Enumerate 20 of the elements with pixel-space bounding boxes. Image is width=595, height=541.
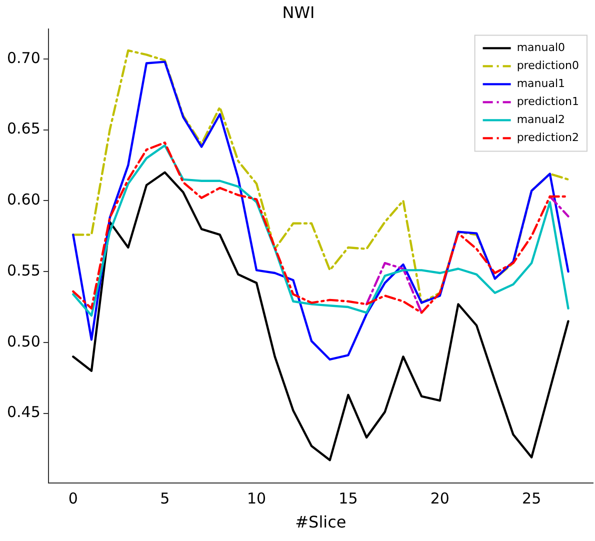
x-tick-label: 25 — [522, 490, 542, 508]
legend-label: manual0 — [516, 41, 566, 54]
y-tick-label: 0.60 — [6, 190, 40, 209]
legend-label: manual1 — [516, 77, 566, 90]
x-tick-label: 0 — [68, 490, 78, 508]
legend-label: prediction2 — [516, 131, 579, 144]
x-tick-label: 10 — [246, 490, 266, 508]
y-tick-label: 0.45 — [6, 403, 40, 422]
legend-label: prediction0 — [516, 59, 579, 72]
y-tick-label: 0.55 — [6, 261, 40, 280]
chart-title: NWI — [282, 2, 315, 22]
legend-label: manual2 — [516, 113, 566, 126]
x-tick-label: 15 — [338, 490, 358, 508]
x-tick-label: 5 — [160, 490, 170, 508]
x-tick-label: 20 — [430, 490, 450, 508]
y-tick-label: 0.65 — [6, 120, 40, 138]
y-tick-label: 0.70 — [6, 48, 40, 67]
legend-label: prediction1 — [516, 95, 579, 108]
y-tick-label: 0.50 — [6, 332, 40, 350]
x-axis-title: #Slice — [295, 512, 346, 532]
